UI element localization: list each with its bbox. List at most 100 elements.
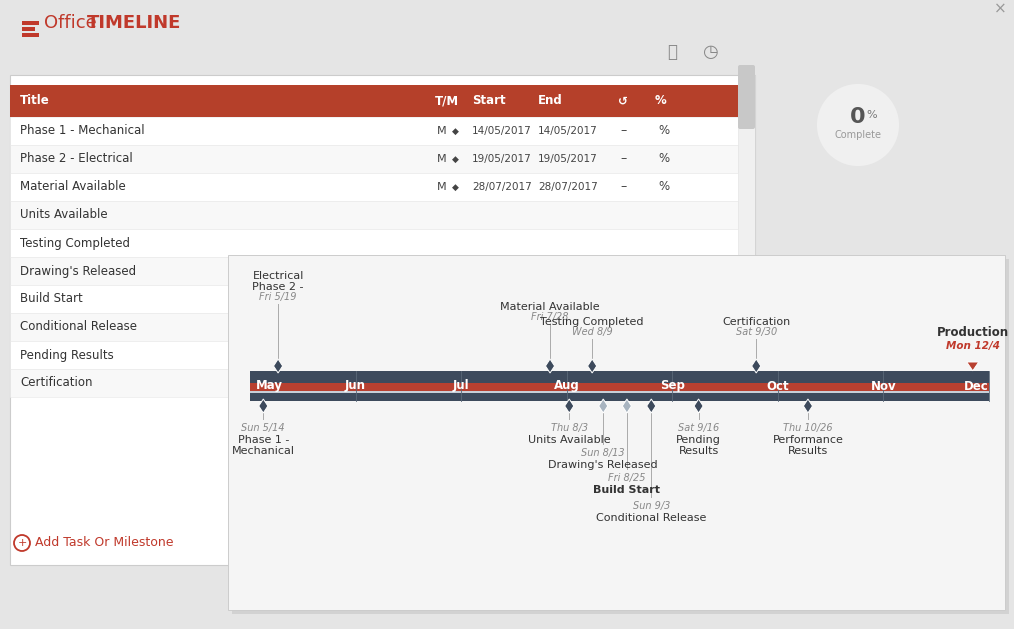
Polygon shape <box>623 399 632 413</box>
Text: %: % <box>658 181 669 194</box>
Text: Testing Completed: Testing Completed <box>540 317 644 327</box>
Text: Production: Production <box>937 326 1009 339</box>
Text: Thu 10/26: Thu 10/26 <box>783 423 832 433</box>
Text: Sep: Sep <box>660 379 684 392</box>
Text: M: M <box>437 154 446 164</box>
Text: Title: Title <box>20 94 50 108</box>
Text: Add Task Or Milestone: Add Task Or Milestone <box>35 537 173 550</box>
FancyBboxPatch shape <box>250 383 989 391</box>
Text: Nov: Nov <box>871 379 896 392</box>
Text: Drawing's Released: Drawing's Released <box>549 460 658 470</box>
FancyBboxPatch shape <box>232 259 1009 614</box>
Text: Certification: Certification <box>20 377 92 389</box>
Text: Dec: Dec <box>964 379 989 392</box>
Text: –: – <box>620 152 627 165</box>
Polygon shape <box>966 362 979 371</box>
Text: Performance: Performance <box>773 435 844 445</box>
Text: ⧉: ⧉ <box>667 43 677 61</box>
Text: 14/05/2017: 14/05/2017 <box>472 126 531 136</box>
FancyBboxPatch shape <box>250 391 989 393</box>
Text: Results: Results <box>678 446 719 456</box>
Text: M: M <box>437 126 446 136</box>
Text: %: % <box>866 110 877 120</box>
Text: 0: 0 <box>850 107 866 127</box>
Text: Phase 1 -: Phase 1 - <box>237 435 289 445</box>
Text: Start: Start <box>472 94 506 108</box>
Polygon shape <box>565 399 574 413</box>
Text: Results: Results <box>788 446 828 456</box>
Text: ◆: ◆ <box>452 126 459 135</box>
Text: ◆: ◆ <box>452 155 459 164</box>
Text: Jun: Jun <box>345 379 366 392</box>
Text: End: End <box>538 94 563 108</box>
Text: Office: Office <box>44 14 96 32</box>
Text: Mon 12/4: Mon 12/4 <box>946 341 1000 351</box>
Text: Drawing's Released: Drawing's Released <box>20 265 136 277</box>
Text: –: – <box>620 181 627 194</box>
FancyBboxPatch shape <box>22 33 39 37</box>
FancyBboxPatch shape <box>10 145 738 173</box>
Text: Build Start: Build Start <box>593 485 660 495</box>
Text: Testing Completed: Testing Completed <box>20 237 130 250</box>
Text: ↺: ↺ <box>618 94 628 108</box>
Text: Conditional Release: Conditional Release <box>20 321 137 333</box>
Text: %: % <box>658 152 669 165</box>
FancyBboxPatch shape <box>228 255 1005 610</box>
Polygon shape <box>647 399 656 413</box>
Text: ◷: ◷ <box>702 43 718 61</box>
Text: Sat 9/16: Sat 9/16 <box>678 423 719 433</box>
Text: Certification: Certification <box>722 317 790 327</box>
FancyBboxPatch shape <box>10 285 738 313</box>
FancyBboxPatch shape <box>10 201 738 229</box>
FancyBboxPatch shape <box>738 75 755 565</box>
FancyBboxPatch shape <box>738 65 755 129</box>
Text: ◆: ◆ <box>452 182 459 191</box>
Text: Phase 2 -: Phase 2 - <box>252 282 304 292</box>
FancyBboxPatch shape <box>22 21 39 25</box>
Text: 19/05/2017: 19/05/2017 <box>538 154 597 164</box>
Polygon shape <box>803 399 812 413</box>
FancyBboxPatch shape <box>10 85 738 117</box>
Polygon shape <box>274 359 283 373</box>
FancyBboxPatch shape <box>10 75 755 565</box>
Text: 14/05/2017: 14/05/2017 <box>538 126 597 136</box>
Text: Sun 8/13: Sun 8/13 <box>581 448 625 458</box>
Polygon shape <box>587 359 596 373</box>
FancyBboxPatch shape <box>10 229 738 257</box>
Text: Material Available: Material Available <box>20 181 126 194</box>
Text: ×: × <box>994 1 1006 16</box>
FancyBboxPatch shape <box>22 27 35 31</box>
Text: –: – <box>620 125 627 138</box>
Text: Complete: Complete <box>835 130 881 140</box>
Text: 28/07/2017: 28/07/2017 <box>538 182 597 192</box>
FancyBboxPatch shape <box>10 117 738 145</box>
FancyBboxPatch shape <box>10 257 738 285</box>
Text: Phase 1 - Mechanical: Phase 1 - Mechanical <box>20 125 145 138</box>
FancyBboxPatch shape <box>10 313 738 341</box>
Text: Oct: Oct <box>767 379 789 392</box>
Text: 19/05/2017: 19/05/2017 <box>472 154 531 164</box>
Text: Units Available: Units Available <box>528 435 610 445</box>
Text: Material Available: Material Available <box>500 302 600 312</box>
Text: Jul: Jul <box>453 379 469 392</box>
Circle shape <box>818 85 898 165</box>
FancyBboxPatch shape <box>250 371 989 401</box>
Text: Pending: Pending <box>676 435 721 445</box>
Text: Wed 8/9: Wed 8/9 <box>572 327 612 337</box>
Text: 28/07/2017: 28/07/2017 <box>472 182 531 192</box>
FancyBboxPatch shape <box>10 341 738 369</box>
Text: %: % <box>658 125 669 138</box>
Polygon shape <box>546 359 555 373</box>
Text: Pending Results: Pending Results <box>20 348 114 362</box>
Text: Fri 7/28: Fri 7/28 <box>531 312 569 322</box>
Text: Thu 8/3: Thu 8/3 <box>551 423 588 433</box>
Text: Sun 5/14: Sun 5/14 <box>241 423 285 433</box>
Text: Sun 9/3: Sun 9/3 <box>633 501 670 511</box>
Text: Aug: Aug <box>554 379 580 392</box>
FancyBboxPatch shape <box>10 369 738 397</box>
Text: TIMELINE: TIMELINE <box>87 14 182 32</box>
Polygon shape <box>259 399 268 413</box>
FancyBboxPatch shape <box>10 173 738 201</box>
Text: Mechanical: Mechanical <box>232 446 295 456</box>
Text: Conditional Release: Conditional Release <box>596 513 707 523</box>
